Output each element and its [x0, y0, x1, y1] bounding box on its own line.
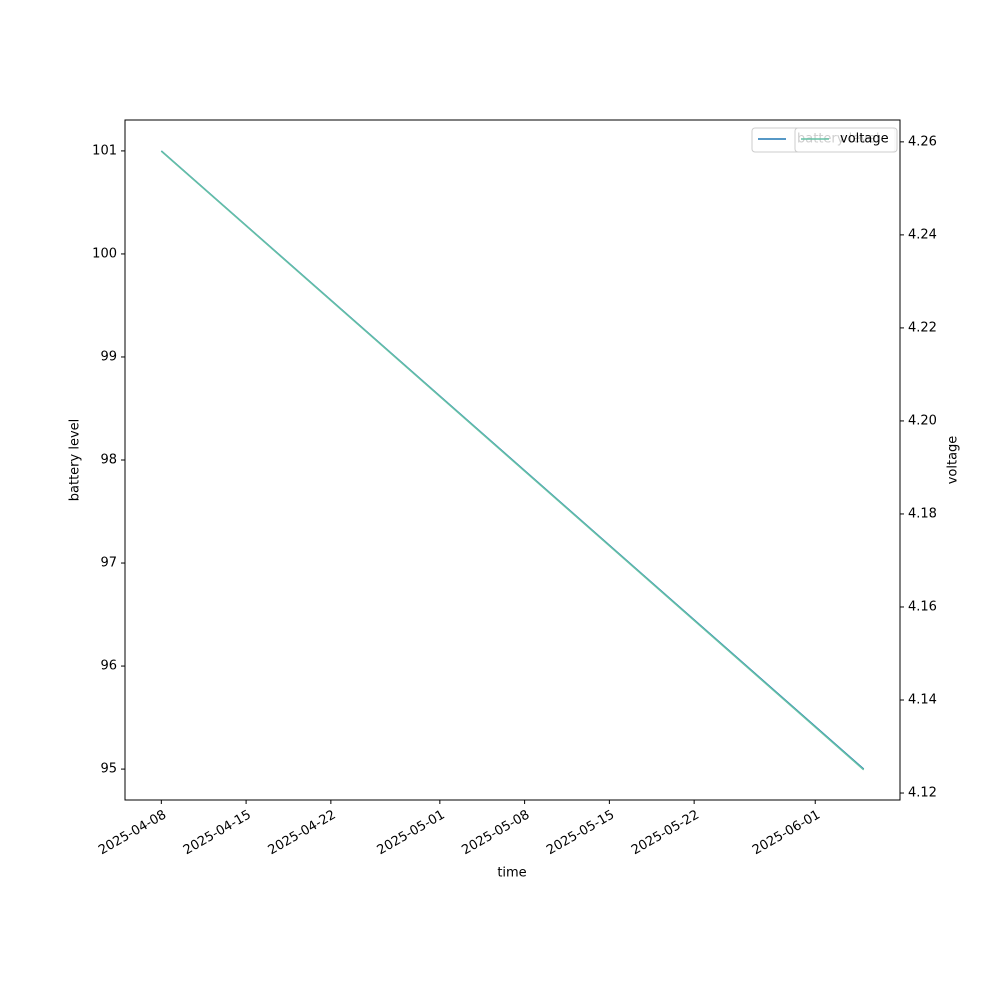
y-tick-label: 98 — [100, 453, 117, 468]
y2-tick-label: 4.20 — [908, 413, 937, 428]
x-tick-label: 2025-04-22 — [266, 808, 339, 859]
line — [160, 150, 865, 771]
y-tick-label: 99 — [100, 349, 117, 364]
y2-tick-label: 4.12 — [908, 786, 937, 801]
x-tick-label: 2025-05-01 — [375, 808, 448, 859]
plot-frame — [124, 119, 901, 801]
x-tick-label: 2025-04-15 — [181, 808, 254, 859]
y-tick-label: 101 — [92, 143, 117, 158]
y2-axis-label: voltage — [946, 436, 961, 485]
x-tick-label: 2025-05-08 — [459, 808, 532, 859]
x-tick-label: 2025-04-08 — [96, 808, 169, 859]
x-tick-label: 2025-06-01 — [750, 808, 823, 859]
legend-label: voltage — [840, 132, 889, 147]
y2-tick-label: 4.24 — [908, 227, 937, 242]
y-tick-label: 96 — [100, 659, 117, 674]
x-tick-label: 2025-05-22 — [629, 808, 702, 859]
y2-tick-label: 4.22 — [908, 320, 937, 335]
y2-tick-label: 4.18 — [908, 506, 937, 521]
y2-tick-label: 4.26 — [908, 134, 937, 149]
y2-tick-label: 4.16 — [908, 599, 937, 614]
legend-frame — [794, 127, 898, 153]
y-tick-label: 95 — [100, 762, 117, 777]
x-tick-label: 2025-05-15 — [544, 808, 617, 859]
y-tick-label: 100 — [92, 246, 117, 261]
x-axis-label: time — [497, 866, 526, 881]
y-tick-label: 97 — [100, 556, 117, 571]
y-axis-label: battery level — [68, 419, 83, 502]
y2-tick-label: 4.14 — [908, 693, 937, 708]
